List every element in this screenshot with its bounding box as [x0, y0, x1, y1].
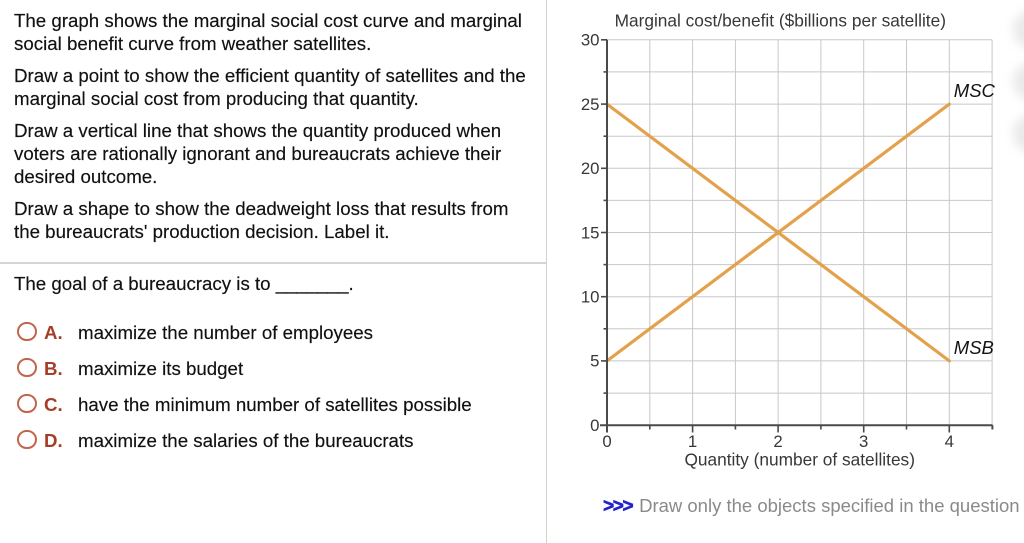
- svg-text:MSC: MSC: [954, 80, 996, 101]
- svg-text:MSB: MSB: [954, 337, 994, 358]
- svg-text:10: 10: [581, 288, 600, 307]
- svg-text:3: 3: [859, 432, 868, 451]
- svg-text:1: 1: [688, 432, 697, 451]
- svg-text:30: 30: [581, 31, 600, 50]
- svg-text:20: 20: [581, 159, 600, 178]
- svg-text:4: 4: [945, 432, 954, 451]
- svg-text:15: 15: [581, 223, 600, 242]
- svg-text:0: 0: [590, 416, 599, 435]
- svg-text:Quantity (number of satellites: Quantity (number of satellites): [684, 450, 915, 470]
- svg-text:25: 25: [581, 95, 600, 114]
- svg-text:Marginal cost/benefit ($billio: Marginal cost/benefit ($billions per sat…: [615, 11, 946, 31]
- svg-text:2: 2: [773, 432, 782, 451]
- svg-text:0: 0: [602, 432, 611, 451]
- svg-text:5: 5: [590, 352, 599, 371]
